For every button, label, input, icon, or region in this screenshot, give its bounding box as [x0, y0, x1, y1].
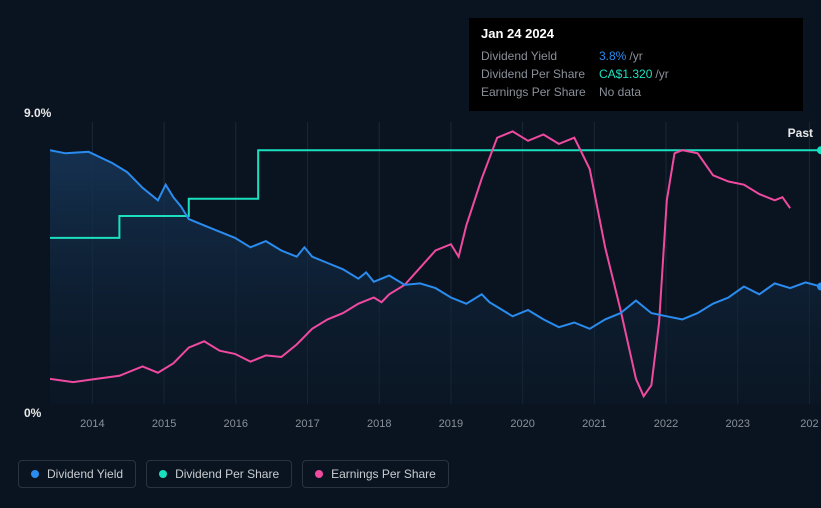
legend-dot: [315, 470, 323, 478]
tooltip-label: Earnings Per Share: [481, 83, 599, 101]
x-axis: 2014 2015 2016 2017 2018 2019 2020 2021 2022 2023…: [50, 418, 821, 438]
chart-plot[interactable]: [50, 122, 821, 404]
tooltip-unit: /yr: [655, 65, 668, 83]
tooltip-row: Earnings Per Share No data: [481, 83, 791, 101]
legend-label: Dividend Yield: [47, 467, 123, 481]
tooltip-label: Dividend Yield: [481, 47, 599, 65]
x-tick-label: 2022: [654, 418, 678, 430]
chart-svg: [50, 122, 821, 404]
tooltip-row: Dividend Per Share CA$1.320 /yr: [481, 65, 791, 83]
tooltip-date: Jan 24 2024: [481, 26, 791, 41]
legend-item-dividend-yield[interactable]: Dividend Yield: [18, 460, 136, 488]
legend-label: Earnings Per Share: [331, 467, 436, 481]
x-tick-label: 2020: [510, 418, 534, 430]
legend-dot: [159, 470, 167, 478]
x-tick-label: 202: [800, 418, 818, 430]
tooltip-row: Dividend Yield 3.8% /yr: [481, 47, 791, 65]
y-axis-max-label: 9.0%: [24, 106, 51, 120]
legend-label: Dividend Per Share: [175, 467, 279, 481]
tooltip-label: Dividend Per Share: [481, 65, 599, 83]
past-label: Past: [788, 126, 813, 140]
x-tick-label: 2016: [224, 418, 248, 430]
legend-item-dividend-per-share[interactable]: Dividend Per Share: [146, 460, 292, 488]
tooltip-unit: /yr: [629, 47, 642, 65]
y-axis-min-label: 0%: [24, 406, 41, 420]
x-tick-label: 2017: [295, 418, 319, 430]
tooltip-value: 3.8%: [599, 47, 626, 65]
x-tick-label: 2023: [725, 418, 749, 430]
x-tick-label: 2015: [152, 418, 176, 430]
legend: Dividend Yield Dividend Per Share Earnin…: [18, 460, 449, 488]
x-tick-label: 2018: [367, 418, 391, 430]
x-tick-label: 2021: [582, 418, 606, 430]
legend-item-earnings-per-share[interactable]: Earnings Per Share: [302, 460, 449, 488]
legend-dot: [31, 470, 39, 478]
tooltip-value: CA$1.320: [599, 65, 652, 83]
chart-tooltip: Jan 24 2024 Dividend Yield 3.8% /yr Divi…: [469, 18, 803, 111]
x-tick-label: 2014: [80, 418, 104, 430]
tooltip-value: No data: [599, 83, 641, 101]
chart-area: 9.0% 0% Past 2014 2015 2016 2017 2018 2019 202…: [20, 108, 821, 438]
x-tick-label: 2019: [439, 418, 463, 430]
